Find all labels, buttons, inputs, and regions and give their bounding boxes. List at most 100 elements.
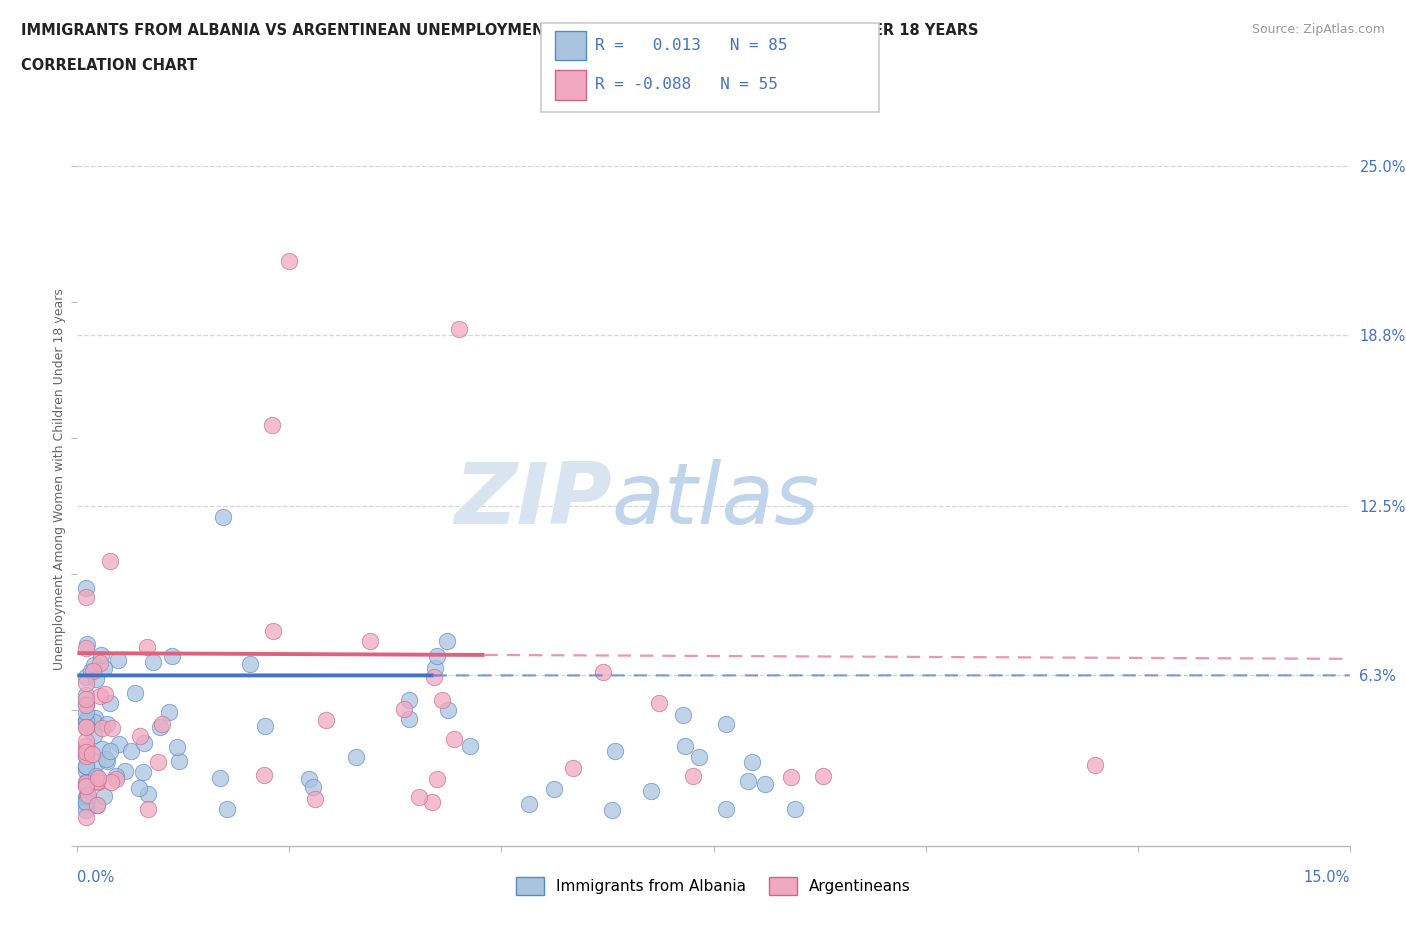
Point bbox=[426, 772, 449, 787]
Point bbox=[217, 802, 239, 817]
Point bbox=[86, 797, 108, 812]
Point bbox=[239, 657, 262, 671]
Text: ZIP: ZIP bbox=[454, 459, 612, 542]
Point bbox=[76, 711, 98, 725]
Point bbox=[75, 776, 97, 790]
Point bbox=[398, 711, 420, 726]
Point bbox=[75, 720, 97, 735]
Point bbox=[75, 733, 97, 748]
Point bbox=[107, 737, 129, 752]
Point bbox=[262, 417, 284, 432]
Point bbox=[98, 744, 121, 759]
Point bbox=[436, 703, 458, 718]
Point bbox=[278, 254, 301, 269]
Point bbox=[169, 754, 191, 769]
Point bbox=[517, 797, 540, 812]
Point bbox=[436, 634, 458, 649]
Point bbox=[75, 809, 97, 824]
Point bbox=[94, 751, 117, 766]
Text: CORRELATION CHART: CORRELATION CHART bbox=[21, 58, 197, 73]
Point bbox=[83, 658, 105, 672]
Point bbox=[76, 788, 98, 803]
Point bbox=[157, 704, 180, 719]
Point bbox=[75, 580, 97, 595]
Point bbox=[146, 754, 169, 769]
Point bbox=[87, 771, 110, 786]
Point bbox=[449, 322, 471, 337]
Point bbox=[124, 685, 146, 700]
Point bbox=[98, 553, 121, 568]
Point bbox=[212, 510, 235, 525]
Point bbox=[86, 774, 108, 789]
Point bbox=[101, 721, 124, 736]
Point bbox=[359, 633, 381, 648]
Point bbox=[98, 696, 121, 711]
Point bbox=[648, 696, 671, 711]
Point bbox=[208, 770, 231, 785]
Point bbox=[458, 738, 481, 753]
Point bbox=[93, 687, 115, 702]
Point bbox=[75, 803, 97, 817]
Point bbox=[93, 660, 115, 675]
Point bbox=[128, 780, 150, 795]
Point bbox=[1084, 757, 1107, 772]
Point bbox=[160, 648, 183, 663]
Point bbox=[75, 670, 97, 684]
Point bbox=[90, 647, 112, 662]
Point bbox=[75, 713, 97, 728]
Point bbox=[114, 764, 136, 779]
Point bbox=[82, 747, 104, 762]
Point bbox=[75, 675, 97, 690]
Point bbox=[134, 736, 156, 751]
Point bbox=[76, 637, 98, 652]
Point bbox=[129, 729, 152, 744]
Point bbox=[80, 663, 103, 678]
Point bbox=[75, 775, 97, 790]
Point bbox=[75, 716, 97, 731]
Point bbox=[75, 749, 97, 764]
Text: R = -0.088   N = 55: R = -0.088 N = 55 bbox=[595, 77, 778, 92]
Text: R =   0.013   N = 85: R = 0.013 N = 85 bbox=[595, 38, 787, 53]
Legend: Immigrants from Albania, Argentineans: Immigrants from Albania, Argentineans bbox=[510, 871, 917, 901]
Point bbox=[688, 750, 710, 764]
Point bbox=[135, 640, 157, 655]
Point bbox=[150, 717, 173, 732]
Point bbox=[75, 641, 97, 656]
Point bbox=[75, 698, 97, 712]
Point bbox=[398, 692, 420, 707]
Point bbox=[107, 653, 129, 668]
Point bbox=[592, 664, 614, 679]
Point bbox=[75, 691, 97, 706]
Point bbox=[420, 794, 443, 809]
Point bbox=[298, 771, 321, 786]
Point bbox=[75, 712, 97, 727]
Point bbox=[75, 697, 97, 711]
Point bbox=[76, 789, 98, 804]
Point bbox=[120, 743, 142, 758]
Point bbox=[75, 758, 97, 773]
Point bbox=[543, 782, 565, 797]
Point bbox=[100, 775, 122, 790]
Point bbox=[603, 744, 626, 759]
Point bbox=[75, 720, 97, 735]
Point bbox=[75, 759, 97, 774]
Point bbox=[96, 717, 118, 732]
Text: 15.0%: 15.0% bbox=[1303, 870, 1350, 884]
Text: Source: ZipAtlas.com: Source: ZipAtlas.com bbox=[1251, 23, 1385, 36]
Point bbox=[96, 753, 118, 768]
Point bbox=[104, 771, 127, 786]
Point bbox=[89, 688, 111, 703]
Point bbox=[104, 769, 127, 784]
Point bbox=[432, 693, 454, 708]
Point bbox=[672, 708, 695, 723]
Point bbox=[86, 797, 108, 812]
Point bbox=[780, 770, 803, 785]
Point bbox=[75, 749, 97, 764]
Point bbox=[423, 660, 446, 675]
Point bbox=[253, 767, 276, 782]
Point bbox=[811, 769, 834, 784]
Point bbox=[443, 732, 465, 747]
Point bbox=[89, 656, 111, 671]
Point bbox=[600, 802, 623, 817]
Point bbox=[714, 802, 737, 817]
